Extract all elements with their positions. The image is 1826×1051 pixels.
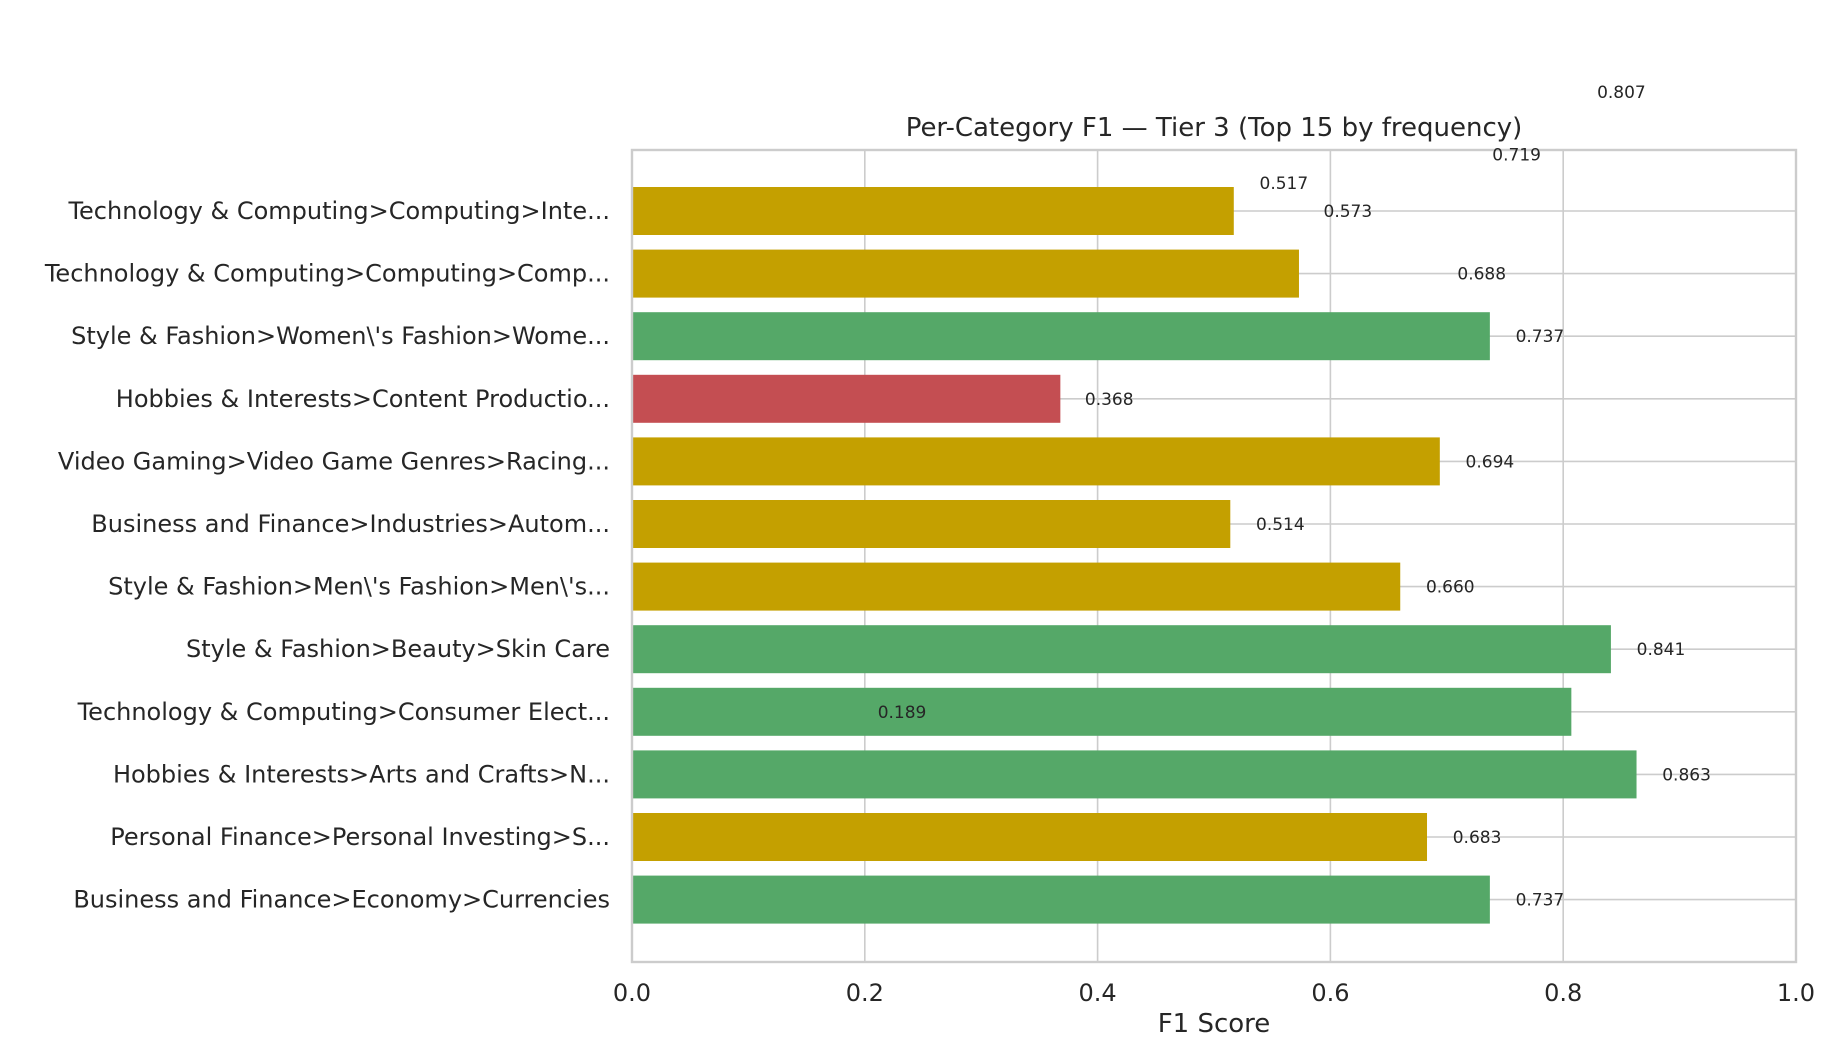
value-label: 0.514 [1256,515,1305,535]
value-label: 0.719 [1492,146,1541,166]
x-tick-label: 0.4 [1079,979,1117,1007]
bar [632,687,1572,736]
value-label: 0.688 [1457,265,1506,285]
bar [632,437,1440,486]
category-label: Technology & Computing>Computing>Inte... [67,197,610,225]
bar [632,187,1234,235]
bar [632,625,1611,674]
value-label: 0.737 [1516,327,1565,347]
x-tick-label: 1.0 [1777,979,1815,1007]
category-labels: Technology & Computing>Computing>Inte...… [44,197,610,914]
chart-title: Per-Category F1 — Tier 3 (Top 15 by freq… [906,113,1523,143]
bar [632,500,1231,548]
category-label: Video Gaming>Video Game Genres>Racing... [58,447,610,475]
value-label: 0.660 [1426,578,1475,598]
x-tick-label: 0.6 [1311,979,1349,1007]
bar [632,875,1490,924]
category-label: Style & Fashion>Beauty>Skin Care [186,635,610,663]
category-label: Style & Fashion>Women\'s Fashion>Wome... [71,322,610,350]
bar [632,813,1428,861]
category-label: Business and Finance>Industries>Autom... [91,510,610,538]
value-label: 0.683 [1453,828,1502,848]
value-label: 0.737 [1516,891,1565,911]
category-label: Personal Finance>Personal Investing>S... [110,823,610,851]
x-tick-label: 0.0 [613,979,651,1007]
value-label: 0.368 [1085,390,1134,410]
value-label: 0.573 [1324,202,1373,222]
x-tick-label: 0.2 [846,979,884,1007]
value-label: 0.189 [878,703,927,723]
bar [632,750,1637,799]
category-label: Hobbies & Interests>Content Productio... [116,385,610,413]
bar [632,249,1299,298]
value-label: 0.863 [1662,765,1711,785]
plot-frame [630,148,1798,964]
category-label: Business and Finance>Economy>Currencies [73,886,610,914]
category-label: Style & Fashion>Men\'s Fashion>Men\'s... [108,573,610,601]
category-label: Technology & Computing>Consumer Elect... [77,698,610,726]
x-tick-label: 0.8 [1544,979,1582,1007]
bars [632,187,1637,924]
value-labels: 0.807 0.719 0.517 0.573 0.688 0.737 0.368 0.694… [878,83,1711,911]
value-label: 0.517 [1260,174,1309,194]
value-label: 0.841 [1637,640,1686,660]
bar [632,374,1061,423]
bar [632,562,1401,611]
value-label: 0.694 [1466,452,1515,472]
bar [632,312,1490,361]
x-tick-labels: 0.0 0.2 0.4 0.6 0.8 1.0 [613,979,1815,1007]
category-label: Technology & Computing>Computing>Comp... [44,260,610,288]
category-label: Hobbies & Interests>Arts and Crafts>N... [113,760,610,788]
value-label: 0.807 [1597,83,1646,103]
x-axis-title: F1 Score [1158,1009,1271,1039]
